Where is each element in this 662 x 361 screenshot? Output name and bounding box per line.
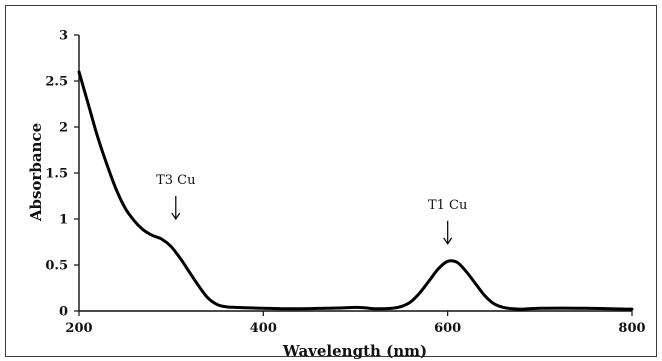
x-tick-label: 800 — [618, 321, 645, 336]
annotation-label: T3 Cu — [156, 173, 195, 188]
x-tick-label: 600 — [434, 321, 461, 336]
y-axis-title: Absorbance — [27, 123, 45, 222]
absorbance-series-line — [77, 70, 634, 311]
y-tick-label: 3 — [59, 29, 68, 44]
down-arrow-icon — [171, 212, 181, 221]
y-tick-label: 2 — [59, 121, 68, 136]
y-tick-label: 0.5 — [45, 259, 68, 274]
y-tick-label: 0 — [59, 305, 68, 320]
x-tick-label: 200 — [65, 321, 92, 336]
peak-annotations: T3 Cu T1 Cu — [156, 173, 467, 246]
y-tick-label: 2.5 — [45, 75, 68, 90]
annotation-label: T1 Cu — [428, 198, 467, 213]
x-ticks: 200 400 600 800 — [65, 311, 646, 336]
down-arrow-icon — [443, 237, 453, 246]
x-axis-title: Wavelength (nm) — [282, 342, 427, 360]
x-tick-label: 400 — [250, 321, 277, 336]
y-tick-label: 1 — [59, 213, 68, 228]
y-ticks: 0 0.5 1 1.5 2 2.5 3 — [45, 29, 79, 320]
y-tick-label: 1.5 — [45, 167, 68, 182]
